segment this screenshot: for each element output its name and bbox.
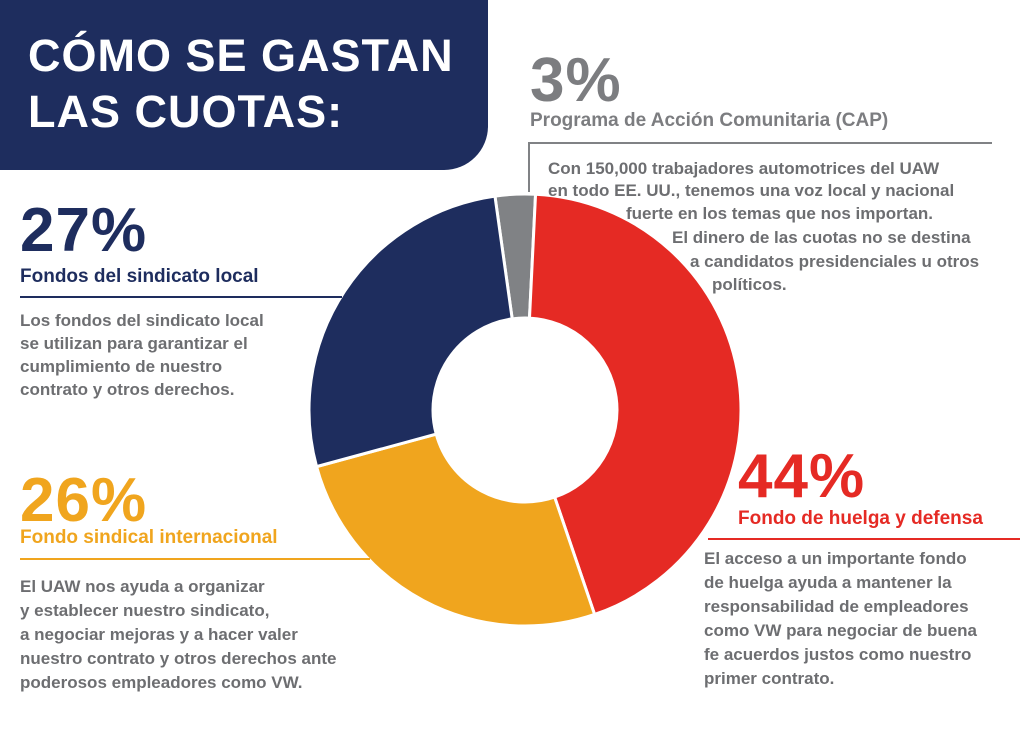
local-line-4: contrato y otros derechos. (20, 380, 235, 399)
strike-label: Fondo de huelga y defensa (738, 508, 983, 529)
strike-line-2: de huelga ayuda a mantener la (704, 573, 952, 592)
strike-line-3: responsabilidad de empleadores (704, 597, 969, 616)
cap-line-3: fuerte en los temas que nos importan. (626, 204, 934, 223)
title-line-1: CÓMO SE GASTAN (28, 30, 454, 81)
local-line-1: Los fondos del sindicato local (20, 311, 264, 330)
international-line-3: a negociar mejoras y a hacer valer (20, 625, 298, 644)
local-line-2: se utilizan para garantizar el (20, 334, 248, 353)
cap-line-6: políticos. (712, 275, 787, 294)
cap-line-4: El dinero de las cuotas no se destina (672, 228, 971, 247)
strike-percent: 44% (738, 442, 866, 511)
local-rule (20, 296, 342, 298)
international-line-1: El UAW nos ayuda a organizar (20, 577, 265, 596)
title-banner: CÓMO SE GASTAN LAS CUOTAS: (0, 0, 488, 170)
cap-rule (528, 142, 992, 144)
international-label: Fondo sindical internacional (20, 527, 278, 548)
donut-slice-3 (307, 194, 514, 469)
cap-percent: 3% (530, 46, 622, 115)
international-line-4: nuestro contrato y otros derechos ante (20, 649, 337, 668)
donut-slice-1 (527, 192, 743, 617)
international-rule (20, 558, 370, 560)
cap-line-1: Con 150,000 trabajadores automotrices de… (548, 159, 940, 178)
international-percent: 26% (20, 466, 148, 535)
local-line-3: cumplimiento de nuestro (20, 357, 223, 376)
international-line-2: y establecer nuestro sindicato, (20, 601, 270, 620)
strike-line-1: El acceso a un importante fondo (704, 549, 967, 568)
title-line-2: LAS CUOTAS: (28, 86, 344, 137)
cap-rule-tick (528, 142, 530, 192)
donut-slice-2 (314, 432, 597, 628)
international-line-5: poderosos empleadores como VW. (20, 673, 303, 692)
cap-line-2: en todo EE. UU., tenemos una voz local y… (548, 181, 955, 200)
local-percent: 27% (20, 196, 148, 265)
strike-line-4: como VW para negociar de buena (704, 621, 978, 640)
local-label: Fondos del sindicato local (20, 266, 259, 287)
strike-rule (708, 538, 1020, 540)
cap-label: Programa de Acción Comunitaria (CAP) (530, 110, 889, 131)
cap-line-5: a candidatos presidenciales u otros (690, 252, 980, 271)
strike-line-6: primer contrato. (704, 669, 835, 688)
strike-line-5: fe acuerdos justos como nuestro (704, 645, 972, 664)
